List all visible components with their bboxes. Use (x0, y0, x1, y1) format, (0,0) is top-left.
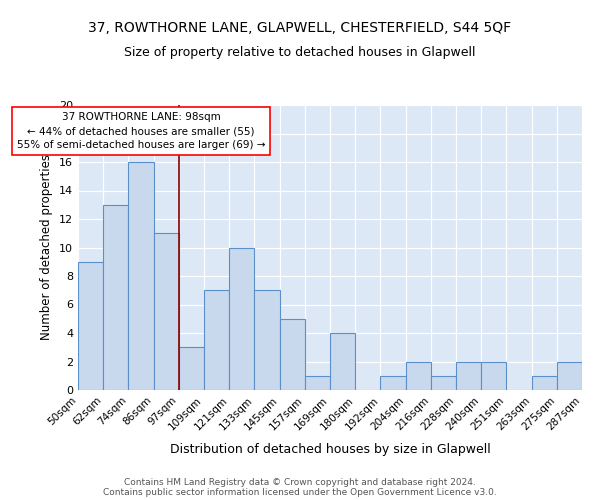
X-axis label: Distribution of detached houses by size in Glapwell: Distribution of detached houses by size … (170, 443, 490, 456)
Text: Size of property relative to detached houses in Glapwell: Size of property relative to detached ho… (124, 46, 476, 59)
Bar (280, 319, 305, 390)
Bar (557, 362, 582, 390)
Text: 37 ROWTHORNE LANE: 98sqm
← 44% of detached houses are smaller (55)
55% of semi-d: 37 ROWTHORNE LANE: 98sqm ← 44% of detach… (17, 112, 265, 150)
Bar (78, 262, 103, 390)
Bar (229, 248, 254, 390)
Bar (154, 233, 179, 390)
Bar (305, 376, 330, 390)
Bar (406, 362, 431, 390)
Bar (128, 162, 154, 390)
Bar (103, 205, 128, 390)
Text: Contains HM Land Registry data © Crown copyright and database right 2024.
Contai: Contains HM Land Registry data © Crown c… (103, 478, 497, 497)
Bar (254, 290, 280, 390)
Bar (380, 376, 406, 390)
Bar (204, 290, 229, 390)
Bar (179, 347, 204, 390)
Bar (532, 376, 557, 390)
Bar (330, 333, 355, 390)
Text: 37, ROWTHORNE LANE, GLAPWELL, CHESTERFIELD, S44 5QF: 37, ROWTHORNE LANE, GLAPWELL, CHESTERFIE… (88, 20, 512, 34)
Bar (431, 376, 456, 390)
Bar (456, 362, 481, 390)
Y-axis label: Number of detached properties: Number of detached properties (40, 154, 53, 340)
Bar (481, 362, 506, 390)
